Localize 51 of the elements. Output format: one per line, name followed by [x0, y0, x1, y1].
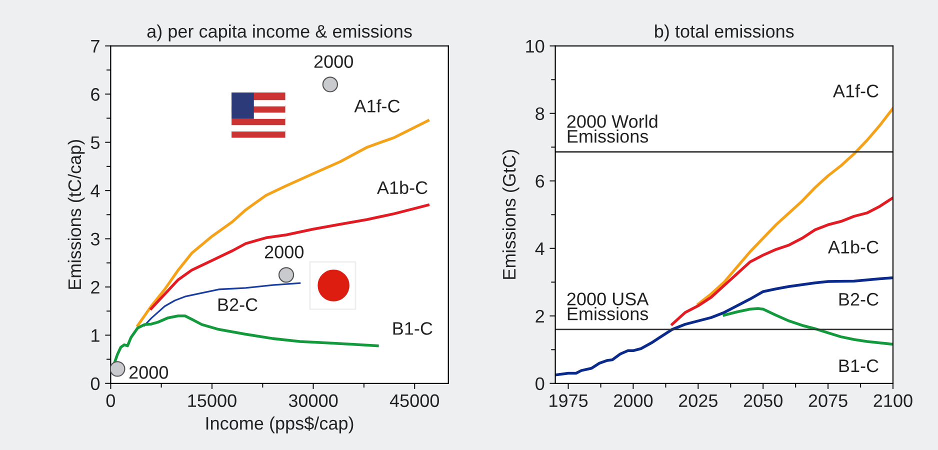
series-label: B1-C [393, 322, 432, 335]
line-series [144, 282, 301, 326]
x-tick-label: 45000 [390, 394, 439, 408]
chart-title: b) total emissions [655, 24, 794, 42]
y-tick-label: 0 [90, 377, 100, 390]
line-series [722, 307, 893, 346]
line-series [670, 196, 893, 326]
series-label: B1-C [839, 359, 878, 372]
point [278, 267, 294, 283]
line-series [696, 106, 893, 306]
y-tick-label: 0 [536, 377, 544, 390]
y-tick-label: 1 [92, 329, 100, 342]
ref-line-label: 2000 USA Emissions [567, 292, 649, 320]
y-tick-label: 4 [535, 242, 544, 255]
series-label: B2-C [218, 298, 258, 312]
annotation: 2000 [264, 246, 304, 258]
annotation: 2000 [129, 366, 168, 379]
line-series [150, 204, 430, 310]
y-tick-label: 6 [91, 88, 100, 101]
y-axis-title: Emissions (tC/cap) [68, 140, 85, 289]
y-tick-label: 3 [90, 232, 100, 246]
x-tick-label: 2025 [678, 394, 718, 408]
y-tick-label: 6 [536, 174, 544, 188]
x-tick-label: 2050 [744, 394, 782, 408]
y-tick-label: 2 [536, 310, 544, 322]
y-axis-title: Emissions (GtC) [502, 150, 520, 279]
line-series [555, 276, 893, 376]
x-tick-label: 0 [106, 394, 115, 408]
x-tick-label: 2000 [614, 394, 653, 408]
y-tick-label: 2 [91, 280, 100, 294]
ref-line-label: 2000 World Emissions [567, 114, 658, 143]
series-label: A1f-C [832, 84, 878, 98]
y-tick-label: 8 [536, 107, 544, 120]
y-tick-label: 4 [90, 184, 100, 198]
y-tick-label: 7 [91, 40, 100, 52]
y-tick-label: 5 [90, 136, 100, 150]
annotation: 2000 [314, 55, 353, 68]
x-axis-title: Income (pps$/cap) [206, 416, 354, 434]
series-label: A1f-C [354, 99, 400, 112]
x-tick-label: 2075 [808, 394, 848, 408]
x-tick-label: 30000 [288, 394, 338, 408]
x-tick-label: 1975 [550, 394, 588, 408]
series-label: A1b-C [828, 240, 878, 254]
y-tick-label: 10 [526, 40, 544, 53]
chart-title: a) per capita income & emissions [147, 24, 412, 42]
point [110, 361, 126, 377]
x-tick-label: 2100 [874, 394, 912, 408]
series-label: A1b-C [376, 180, 428, 194]
point [322, 76, 338, 92]
series-label: B2-C [839, 292, 878, 306]
x-tick-label: 15000 [188, 394, 236, 408]
